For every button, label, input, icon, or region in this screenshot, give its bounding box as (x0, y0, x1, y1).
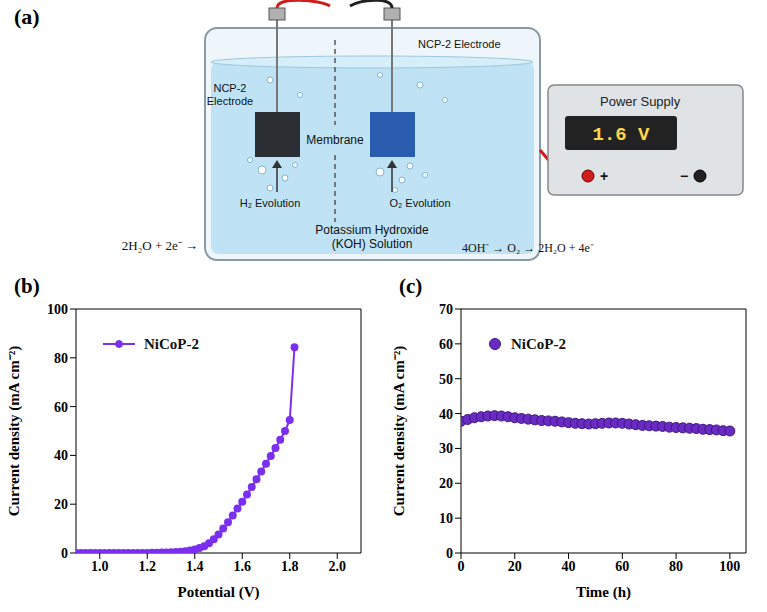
svg-text:1.0: 1.0 (91, 559, 109, 574)
svg-text:20: 20 (54, 497, 68, 512)
svg-text:60: 60 (439, 337, 453, 352)
svg-text:0: 0 (458, 559, 465, 574)
svg-text:Time (h): Time (h) (576, 584, 631, 601)
svg-text:−: − (680, 168, 688, 184)
svg-text:1.2: 1.2 (139, 559, 157, 574)
svg-text:2H₂O + 2e⁻ →: 2H₂O + 2e⁻ → (122, 238, 198, 253)
svg-text:50: 50 (439, 372, 453, 387)
svg-text:NCP-2 Electrode: NCP-2 Electrode (418, 38, 501, 50)
svg-text:10: 10 (439, 511, 453, 526)
svg-text:1.4: 1.4 (186, 559, 204, 574)
svg-text:1.6: 1.6 (234, 559, 252, 574)
svg-text:60: 60 (615, 559, 629, 574)
svg-text:Potential (V): Potential (V) (177, 584, 259, 601)
svg-text:(a): (a) (14, 4, 40, 29)
svg-text:O₂ Evolution: O₂ Evolution (389, 197, 450, 209)
svg-text:80: 80 (669, 559, 683, 574)
svg-text:30: 30 (439, 441, 453, 456)
svg-text:(KOH) Solution: (KOH) Solution (332, 237, 413, 251)
html-text:NiCoP-2: NiCoP-2 (511, 335, 566, 352)
html-text:NiCoP-2: NiCoP-2 (144, 335, 199, 352)
svg-text:1.6 V: 1.6 V (592, 124, 650, 146)
svg-text:20: 20 (508, 559, 522, 574)
svg-text:60: 60 (54, 400, 68, 415)
svg-text:20: 20 (439, 476, 453, 491)
svg-text:Membrane: Membrane (306, 133, 364, 147)
svg-text:1.8: 1.8 (281, 559, 299, 574)
svg-text:Potassium Hydroxide: Potassium Hydroxide (315, 223, 429, 237)
svg-text:0: 0 (61, 546, 68, 561)
svg-text:Power Supply: Power Supply (600, 94, 681, 109)
svg-text:40: 40 (439, 407, 453, 422)
html-text:(c): (c) (399, 274, 423, 298)
svg-text:40: 40 (562, 559, 576, 574)
svg-text:70: 70 (439, 302, 453, 317)
html-text:(b): (b) (14, 274, 40, 298)
svg-text:100: 100 (719, 559, 740, 574)
svg-text:4OH⁻ → O₂ → 2H₂O + 4e⁻: 4OH⁻ → O₂ → 2H₂O + 4e⁻ (462, 241, 594, 255)
svg-text:Electrode: Electrode (207, 95, 253, 107)
svg-text:H₂ Evolution: H₂ Evolution (240, 197, 301, 209)
svg-text:+: + (600, 168, 608, 184)
svg-text:80: 80 (54, 351, 68, 366)
svg-text:0: 0 (446, 546, 453, 561)
svg-text:Current density (mA cm⁻²): Current density (mA cm⁻²) (6, 346, 23, 516)
svg-text:100: 100 (47, 302, 68, 317)
svg-text:40: 40 (54, 448, 68, 463)
svg-text:2.0: 2.0 (329, 559, 347, 574)
svg-text:NCP-2: NCP-2 (213, 82, 246, 94)
svg-text:Current density (mA cm⁻²): Current density (mA cm⁻²) (391, 346, 408, 516)
